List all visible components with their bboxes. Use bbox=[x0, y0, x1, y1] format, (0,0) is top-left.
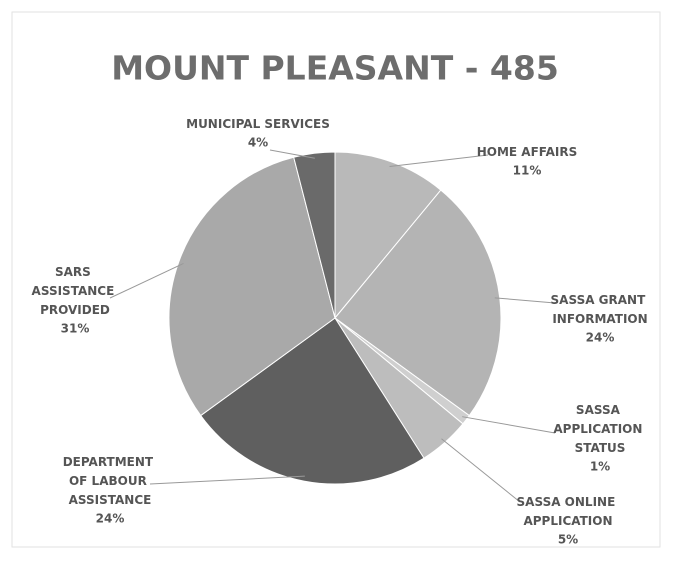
slice-value-label: 1% bbox=[590, 460, 610, 474]
pie-slice bbox=[334, 189, 502, 417]
label-line: PROVIDED bbox=[40, 303, 110, 317]
pie-slice bbox=[293, 151, 336, 319]
slice-value-label: 4% bbox=[248, 136, 268, 150]
slice-value-label: 24% bbox=[96, 512, 125, 526]
slice-label: SARS ASSISTANCE PROVIDED bbox=[32, 265, 119, 317]
leader-line bbox=[389, 154, 489, 167]
slice-value-label: 11% bbox=[513, 164, 542, 178]
leader-line bbox=[149, 475, 305, 485]
leader-line bbox=[441, 438, 521, 503]
slice-label: HOME AFFAIRS bbox=[477, 145, 578, 159]
label-line: APPLICATION bbox=[553, 422, 646, 436]
slice-label: SASSA GRANT INFORMATION bbox=[551, 293, 650, 326]
label-line: APPLICATION bbox=[523, 514, 612, 528]
label-line: DEPARTMENT bbox=[63, 455, 158, 469]
label-line: SASSA bbox=[576, 403, 624, 417]
slice-label: MUNICIPAL SERVICES bbox=[186, 117, 330, 131]
slice-label: DEPARTMENT OF LABOUR ASSISTANCE bbox=[63, 455, 158, 507]
label-line: SARS bbox=[55, 265, 95, 279]
leader-line bbox=[109, 263, 184, 299]
slice-value-label: 31% bbox=[61, 322, 90, 336]
label-line: ASSISTANCE bbox=[32, 284, 119, 298]
slice-label: SASSA APPLICATION STATUS bbox=[553, 403, 646, 455]
leader-line bbox=[269, 149, 315, 159]
label-line: SASSA ONLINE bbox=[517, 495, 620, 509]
slice-label: SASSA ONLINE APPLICATION bbox=[517, 495, 620, 528]
label-line: SASSA GRANT bbox=[551, 293, 650, 307]
label-line: STATUS bbox=[575, 441, 626, 455]
label-line: OF LABOUR bbox=[69, 474, 151, 488]
slice-value-label: 5% bbox=[558, 533, 578, 547]
pie-slice bbox=[200, 317, 425, 485]
chart-title: MOUNT PLEASANT - 485 bbox=[111, 49, 559, 88]
leader-line bbox=[494, 297, 556, 304]
pie-slice bbox=[334, 151, 442, 320]
label-line: HOME AFFAIRS bbox=[477, 145, 578, 159]
label-line: ASSISTANCE bbox=[69, 493, 152, 507]
label-line: MUNICIPAL SERVICES bbox=[186, 117, 330, 131]
leader-line bbox=[462, 416, 556, 434]
label-line: INFORMATION bbox=[552, 312, 647, 326]
slice-value-label: 24% bbox=[586, 331, 615, 345]
pie-slice bbox=[168, 156, 336, 417]
